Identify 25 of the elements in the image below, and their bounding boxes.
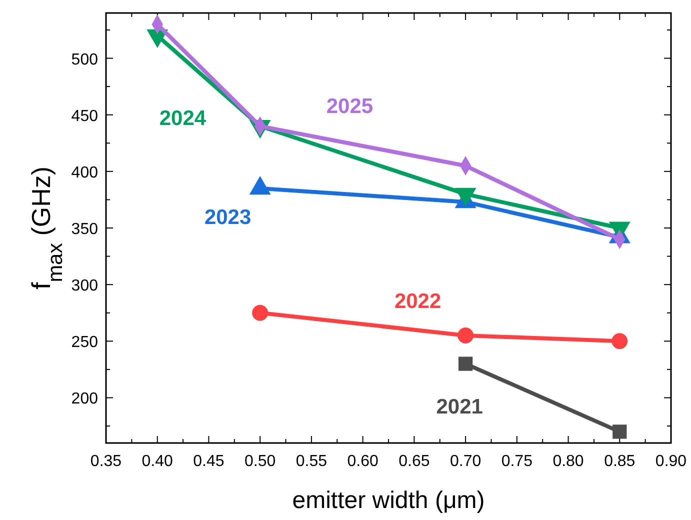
series-label: 2023 xyxy=(204,206,252,230)
x-tick-label: 0.55 xyxy=(296,453,328,470)
series-label: 2024 xyxy=(159,106,206,130)
x-tick-label: 0.35 xyxy=(90,453,122,470)
x-tick-label: 0.90 xyxy=(655,453,687,470)
x-tick-label: 0.45 xyxy=(193,453,224,470)
y-tick-label: 400 xyxy=(71,164,98,182)
series-label: 2025 xyxy=(326,95,374,118)
y-tick-label: 500 xyxy=(71,51,98,68)
x-tick-label: 0.80 xyxy=(552,453,584,470)
y-tick-label: 300 xyxy=(71,278,98,295)
x-tick-label: 0.75 xyxy=(501,453,533,470)
series-label: 2022 xyxy=(394,290,442,314)
x-tick-label: 0.60 xyxy=(347,453,378,470)
y-tick-label: 450 xyxy=(71,108,98,125)
series-label: 2021 xyxy=(436,396,484,419)
y-tick-label: 350 xyxy=(71,221,98,238)
y-tick-label: 250 xyxy=(71,334,98,352)
x-tick-label: 0.40 xyxy=(142,453,174,470)
x-tick-label: 0.50 xyxy=(244,453,276,470)
x-axis-title: emitter width (μm) xyxy=(292,487,485,514)
x-tick-label: 0.70 xyxy=(450,453,482,470)
x-tick-label: 0.85 xyxy=(604,453,636,470)
y-tick-label: 200 xyxy=(71,390,98,408)
x-tick-label: 0.65 xyxy=(398,453,430,470)
